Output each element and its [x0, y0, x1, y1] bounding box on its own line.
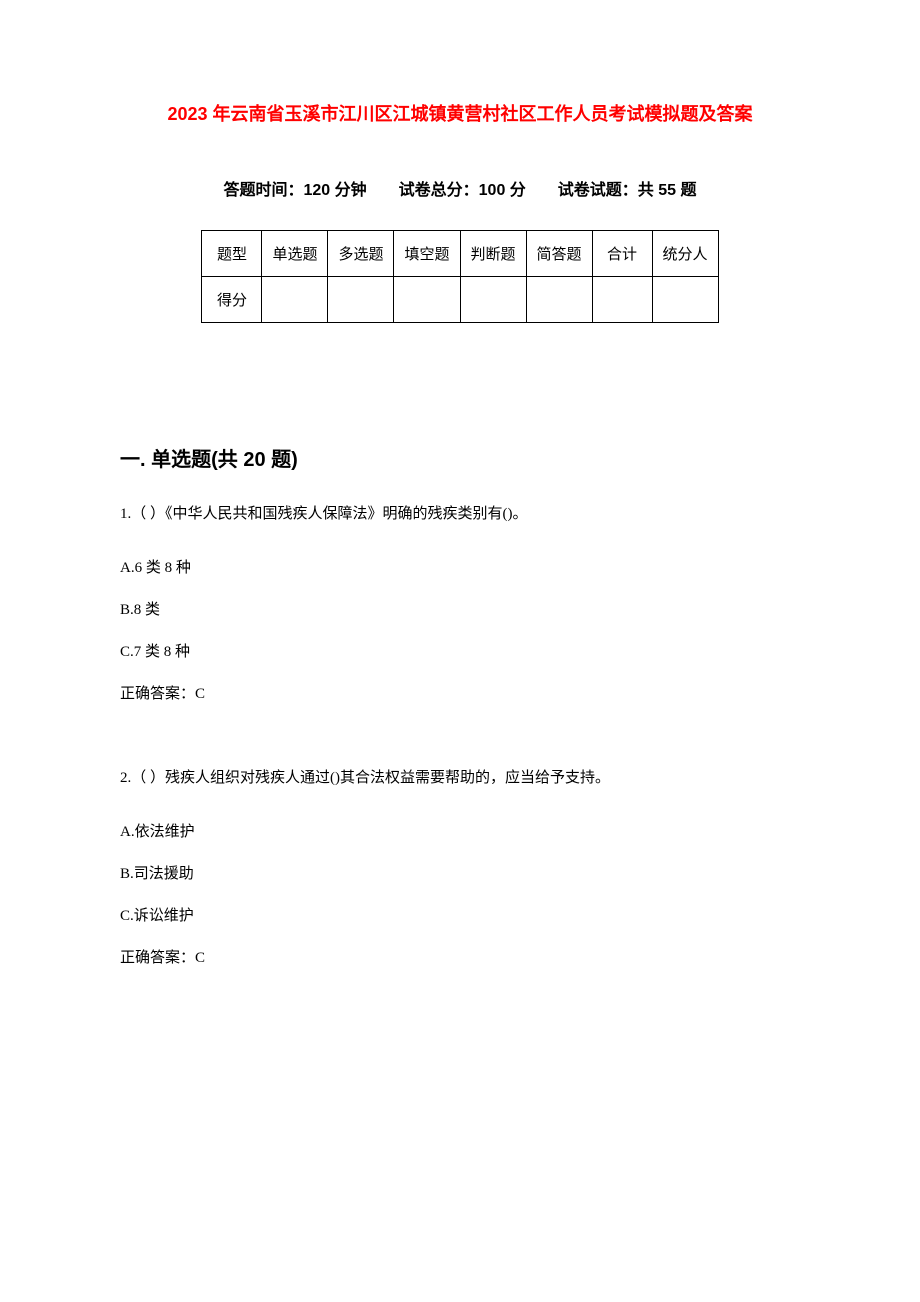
question-1-answer: 正确答案：C	[120, 682, 800, 706]
question-1: 1.（ ）《中华人民共和国残疾人保障法》明确的残疾类别有()。 A.6 类 8 …	[120, 502, 800, 706]
document-title: 2023 年云南省玉溪市江川区江城镇黄营村社区工作人员考试模拟题及答案	[120, 100, 800, 126]
header-cell-type: 题型	[202, 231, 262, 277]
header-cell-single: 单选题	[262, 231, 328, 277]
score-table: 题型 单选题 多选题 填空题 判断题 简答题 合计 统分人 得分	[201, 230, 718, 323]
question-1-option-b: B.8 类	[120, 598, 800, 622]
question-1-option-a: A.6 类 8 种	[120, 556, 800, 580]
score-cell	[328, 277, 394, 323]
header-cell-scorer: 统分人	[652, 231, 718, 277]
question-2: 2.（ ）残疾人组织对残疾人通过()其合法权益需要帮助的，应当给予支持。 A.依…	[120, 766, 800, 970]
score-cell	[394, 277, 460, 323]
question-2-option-c: C.诉讼维护	[120, 904, 800, 928]
header-cell-judge: 判断题	[460, 231, 526, 277]
question-2-option-b: B.司法援助	[120, 862, 800, 886]
document-subtitle: 答题时间：120 分钟 试卷总分：100 分 试卷试题：共 55 题	[120, 176, 800, 200]
score-cell	[460, 277, 526, 323]
header-cell-short: 简答题	[526, 231, 592, 277]
question-2-text: 2.（ ）残疾人组织对残疾人通过()其合法权益需要帮助的，应当给予支持。	[120, 766, 800, 790]
score-cell	[526, 277, 592, 323]
score-row-label: 得分	[202, 277, 262, 323]
table-header-row: 题型 单选题 多选题 填空题 判断题 简答题 合计 统分人	[202, 231, 718, 277]
score-cell	[262, 277, 328, 323]
section-title-1: 一. 单选题(共 20 题)	[120, 443, 800, 472]
header-cell-total: 合计	[592, 231, 652, 277]
question-2-option-a: A.依法维护	[120, 820, 800, 844]
header-cell-multi: 多选题	[328, 231, 394, 277]
header-cell-fill: 填空题	[394, 231, 460, 277]
question-1-option-c: C.7 类 8 种	[120, 640, 800, 664]
score-cell	[592, 277, 652, 323]
score-cell	[652, 277, 718, 323]
question-2-answer: 正确答案：C	[120, 946, 800, 970]
question-1-text: 1.（ ）《中华人民共和国残疾人保障法》明确的残疾类别有()。	[120, 502, 800, 526]
table-score-row: 得分	[202, 277, 718, 323]
